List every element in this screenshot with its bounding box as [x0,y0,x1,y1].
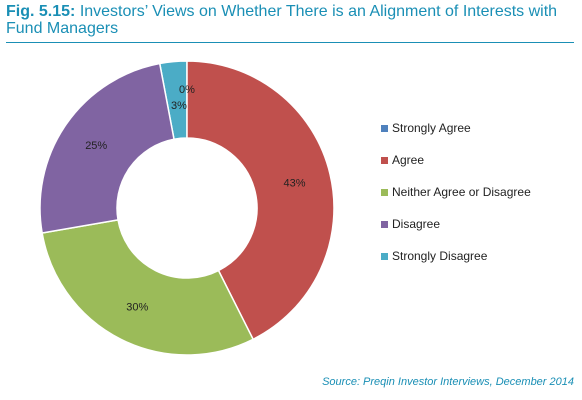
legend-swatch-disagree [381,221,388,228]
legend-swatch-strongly-disagree [381,253,388,260]
slice-agree [186,60,335,341]
source-note: Source: Preqin Investor Interviews, Dece… [322,376,574,388]
legend-swatch-strongly-agree [381,125,388,132]
figure-title: Fig. 5.15: Investors’ Views on Whether T… [6,3,576,37]
legend-label-neither-agree-or-disagree: Neither Agree or Disagree [392,185,531,199]
slice-disagree [39,62,175,234]
title-divider [6,42,574,43]
legend-swatch-neither-agree-or-disagree [381,189,388,196]
figure-title-text: Investors’ Views on Whether There is an … [6,3,558,37]
legend-label-agree: Agree [392,153,424,167]
legend-label-disagree: Disagree [392,217,440,231]
data-label-strongly-disagree: 3% [171,100,187,112]
data-label-neither-agree-or-disagree: 30% [126,302,148,314]
slice-neither-agree-or-disagree [41,219,255,356]
data-label-agree: 43% [283,177,305,189]
legend-label-strongly-agree: Strongly Agree [392,121,471,135]
figure-label: Fig. 5.15: [6,3,76,20]
legend-label-strongly-disagree: Strongly Disagree [392,249,488,263]
data-label-disagree: 25% [85,140,107,152]
data-label-strongly-agree: 0% [179,84,195,96]
legend-swatch-agree [381,157,388,164]
